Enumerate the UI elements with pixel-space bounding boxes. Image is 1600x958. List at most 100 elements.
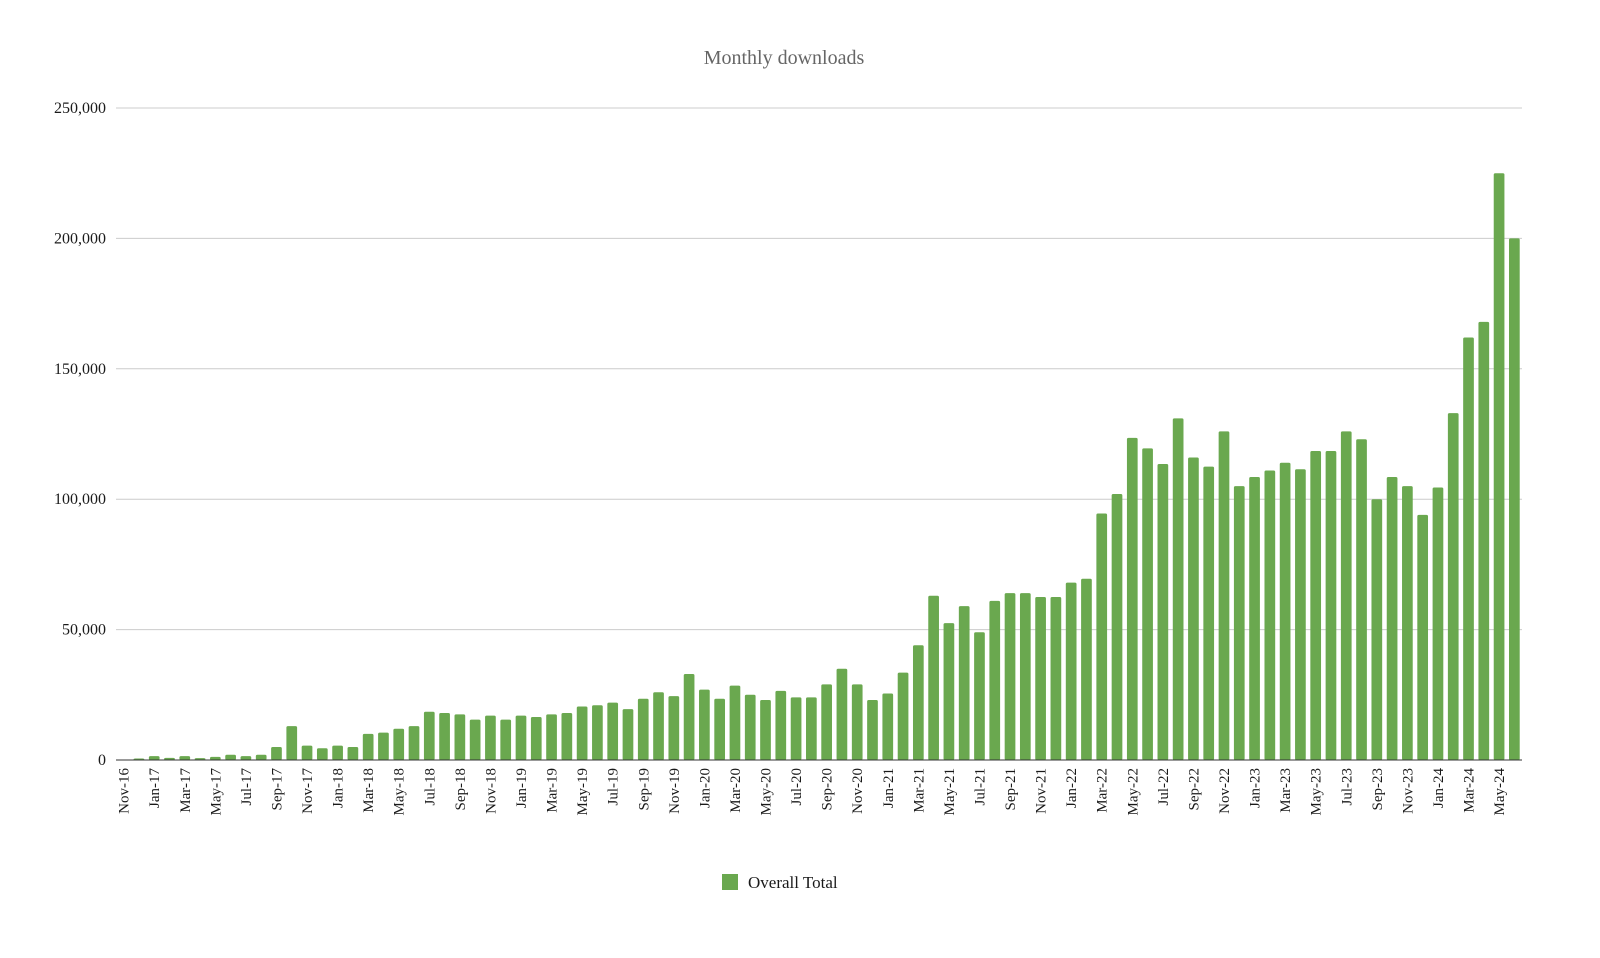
bar [775, 690, 787, 760]
x-tick-label: Jan-18 [331, 768, 347, 808]
x-tick-label: Nov-23 [1400, 768, 1416, 814]
x-tick-label: Sep-23 [1370, 768, 1386, 811]
bar [209, 756, 221, 760]
x-tick-label: Jan-23 [1248, 768, 1264, 808]
bar [1218, 431, 1230, 760]
bar [760, 700, 771, 760]
x-tick-label: May-20 [759, 768, 775, 816]
bar [1233, 486, 1245, 760]
bar [1172, 418, 1184, 760]
bar [1340, 431, 1352, 760]
legend-swatch [722, 874, 738, 890]
bar [485, 715, 496, 760]
bar [1432, 487, 1444, 760]
bar [362, 733, 374, 760]
x-tick-label: May-19 [575, 768, 591, 816]
bar [1188, 457, 1199, 760]
bar [1447, 413, 1459, 760]
bar [1371, 499, 1383, 760]
bar [744, 694, 756, 760]
bar [576, 706, 588, 760]
x-tick-label: Sep-18 [453, 768, 469, 811]
bar [500, 719, 512, 760]
x-tick-label: May-21 [942, 768, 958, 816]
y-tick-label: 0 [98, 752, 106, 769]
x-tick-label: Jan-20 [697, 768, 713, 808]
x-axis-tick-labels: Nov-16 Jan-17 Mar-17 May-17 Jul-17 Sep-17 Nov-… [117, 768, 1508, 816]
bar [1065, 582, 1077, 760]
bar [301, 745, 313, 760]
bar [179, 756, 191, 760]
bar [1096, 513, 1108, 760]
x-tick-label: Mar-24 [1462, 768, 1478, 813]
bar [714, 698, 726, 760]
bar [469, 719, 481, 760]
x-tick-label: Nov-19 [667, 768, 683, 814]
legend-label: Overall Total [748, 873, 838, 892]
bar [546, 714, 557, 760]
x-tick-label: Sep-21 [1003, 768, 1019, 811]
bar [1249, 477, 1260, 760]
bar [867, 700, 878, 760]
bar [530, 716, 542, 760]
x-tick-label: Jul-19 [606, 768, 622, 806]
bar [607, 702, 619, 760]
y-tick-label: 50,000 [62, 622, 106, 639]
y-axis-tick-labels: 0 50,000 100,000 150,000 200,000 250,000 [54, 100, 106, 769]
bar [286, 726, 298, 760]
x-tick-label: Jan-24 [1431, 768, 1447, 808]
bar [806, 697, 817, 760]
x-tick-label: Jul-21 [972, 768, 988, 806]
x-tick-label: Jul-23 [1339, 768, 1355, 806]
x-tick-label: Nov-16 [117, 768, 133, 814]
bar [148, 756, 160, 760]
x-tick-label: May-24 [1492, 768, 1508, 816]
bar [1203, 466, 1215, 760]
x-tick-label: Jul-17 [239, 768, 255, 806]
bar [1050, 597, 1062, 760]
bar [1310, 450, 1322, 760]
x-tick-label: Nov-18 [483, 768, 499, 814]
bar [255, 754, 267, 760]
bar [836, 668, 848, 760]
bar [943, 623, 955, 760]
bar [1463, 337, 1474, 760]
bar [974, 632, 985, 760]
bar [683, 673, 695, 760]
bar [622, 709, 634, 760]
bar [1386, 477, 1398, 760]
bar [897, 672, 909, 760]
bar [1081, 578, 1092, 760]
x-tick-label: Sep-20 [820, 768, 836, 811]
bar [393, 728, 405, 760]
bar [851, 684, 863, 760]
x-tick-label: Nov-17 [300, 768, 316, 814]
bar [1279, 462, 1291, 760]
x-tick-label: Sep-22 [1186, 768, 1202, 811]
bar [1509, 238, 1520, 760]
bar [729, 685, 741, 760]
bar [1493, 173, 1505, 760]
bar [1019, 593, 1031, 760]
bar [1004, 593, 1016, 760]
bar [1142, 448, 1153, 760]
x-tick-label: Mar-21 [911, 768, 927, 813]
bar [653, 692, 664, 760]
bar [378, 732, 389, 760]
x-tick-label: Jul-18 [422, 768, 438, 806]
bar [423, 711, 435, 760]
bar [408, 726, 420, 760]
bar [1402, 486, 1413, 760]
x-tick-label: Jan-22 [1064, 768, 1080, 808]
bar [1325, 450, 1337, 760]
bar [821, 684, 832, 760]
bar [1157, 463, 1169, 760]
x-tick-label: Mar-17 [178, 768, 194, 813]
bar [225, 754, 236, 760]
bar [1417, 514, 1429, 760]
bar [1035, 597, 1046, 760]
x-tick-label: Jul-22 [1156, 768, 1172, 806]
bar [928, 595, 939, 760]
bar [271, 746, 282, 760]
